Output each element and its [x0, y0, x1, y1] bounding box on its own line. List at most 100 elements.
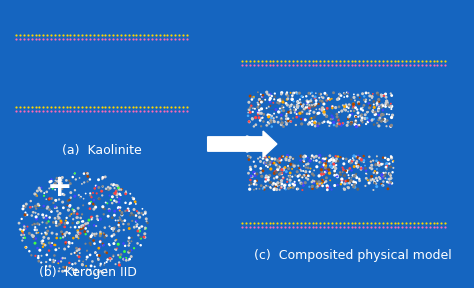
- Point: [350, 102, 357, 106]
- Point: [346, 158, 354, 162]
- Point: [382, 170, 390, 175]
- Point: [301, 63, 309, 68]
- Point: [138, 211, 146, 215]
- Point: [121, 109, 128, 114]
- Point: [323, 98, 331, 103]
- Point: [313, 185, 321, 190]
- Point: [246, 59, 254, 64]
- Point: [129, 109, 137, 114]
- Point: [356, 178, 364, 183]
- Point: [129, 33, 137, 38]
- Point: [297, 59, 305, 64]
- Point: [325, 185, 333, 190]
- Point: [100, 231, 107, 235]
- Point: [303, 102, 311, 107]
- Point: [54, 179, 61, 183]
- Point: [266, 173, 273, 178]
- Point: [91, 234, 99, 238]
- Point: [378, 173, 386, 177]
- Point: [305, 220, 312, 225]
- Point: [332, 59, 340, 64]
- Point: [121, 257, 128, 262]
- Point: [74, 33, 82, 38]
- Point: [37, 239, 45, 244]
- Point: [30, 236, 38, 241]
- Point: [336, 122, 343, 126]
- Point: [296, 111, 304, 115]
- Point: [160, 109, 167, 114]
- Point: [89, 259, 96, 264]
- Point: [142, 211, 149, 216]
- Point: [253, 182, 260, 187]
- Point: [109, 105, 117, 110]
- Point: [59, 105, 66, 110]
- Point: [339, 103, 346, 108]
- Point: [53, 232, 61, 236]
- Point: [328, 187, 335, 192]
- Point: [273, 115, 281, 119]
- Point: [354, 111, 362, 115]
- Point: [357, 166, 365, 171]
- Point: [270, 116, 277, 121]
- Point: [301, 59, 309, 64]
- Point: [33, 192, 40, 197]
- Point: [345, 90, 352, 95]
- Point: [50, 182, 57, 187]
- Point: [31, 225, 39, 230]
- Point: [383, 124, 390, 128]
- Point: [136, 215, 144, 219]
- Point: [293, 91, 301, 96]
- Point: [64, 198, 72, 203]
- Point: [36, 248, 44, 253]
- Point: [250, 59, 258, 64]
- Point: [38, 253, 46, 258]
- Point: [309, 59, 316, 64]
- Point: [270, 118, 278, 123]
- Point: [58, 181, 65, 186]
- Point: [379, 108, 387, 113]
- Point: [32, 236, 40, 241]
- Point: [49, 260, 57, 264]
- Point: [302, 106, 310, 111]
- Point: [387, 165, 394, 169]
- Point: [257, 183, 265, 188]
- Point: [304, 100, 312, 104]
- Point: [300, 173, 308, 178]
- Point: [32, 37, 39, 42]
- Point: [21, 213, 29, 217]
- Point: [65, 244, 73, 249]
- Point: [379, 63, 387, 68]
- Point: [344, 59, 352, 64]
- Point: [338, 109, 346, 113]
- Point: [259, 94, 266, 99]
- Point: [311, 96, 319, 100]
- Point: [355, 163, 362, 167]
- Point: [317, 59, 324, 64]
- Point: [106, 33, 113, 38]
- Point: [63, 230, 71, 235]
- Point: [406, 63, 414, 68]
- Point: [352, 118, 360, 123]
- Point: [242, 59, 250, 64]
- Point: [257, 111, 265, 115]
- Point: [255, 111, 263, 115]
- Point: [283, 101, 290, 106]
- Point: [368, 174, 375, 179]
- Point: [74, 37, 82, 42]
- Point: [273, 187, 281, 192]
- Point: [136, 229, 143, 233]
- Point: [316, 153, 324, 158]
- Point: [247, 174, 255, 179]
- Point: [76, 195, 84, 200]
- Point: [22, 210, 29, 215]
- Point: [378, 112, 385, 117]
- Point: [267, 120, 275, 124]
- Point: [36, 33, 43, 38]
- Point: [277, 171, 284, 175]
- Point: [265, 115, 273, 119]
- Point: [94, 256, 102, 261]
- Point: [410, 224, 418, 229]
- Point: [128, 235, 136, 240]
- Point: [20, 33, 27, 38]
- Point: [279, 100, 287, 104]
